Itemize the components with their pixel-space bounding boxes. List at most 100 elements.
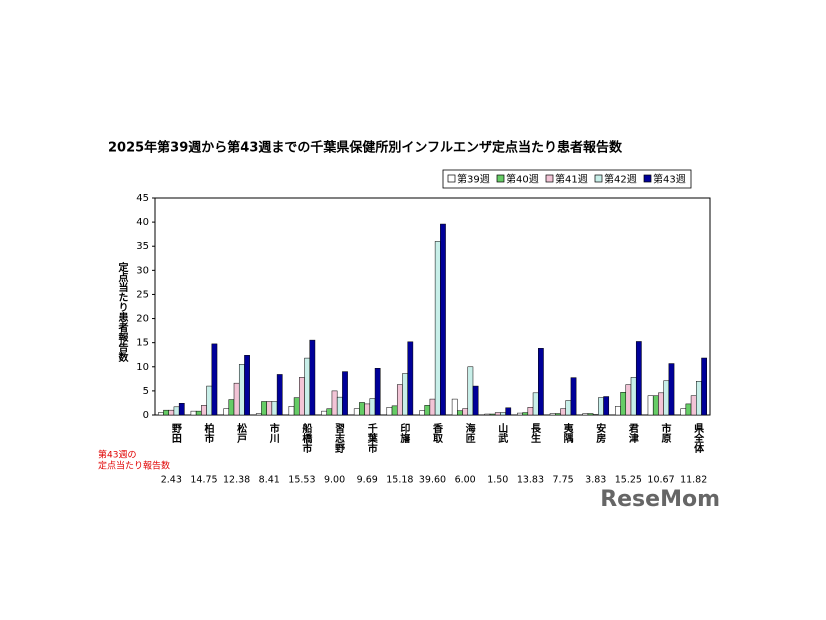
- bar: [228, 399, 235, 416]
- bar: [538, 348, 544, 416]
- bar: [582, 413, 589, 416]
- y-tick-label: 0: [143, 410, 149, 421]
- bar: [630, 377, 637, 416]
- bar: [266, 401, 273, 416]
- x-tick-label: 千葉市: [365, 422, 378, 454]
- x-tick-label: 県全体: [692, 422, 705, 454]
- x-tick-label: 夷隅: [561, 422, 573, 444]
- bar: [261, 401, 267, 416]
- value-label: 11.82: [680, 475, 707, 486]
- bar: [685, 403, 692, 416]
- bar: [271, 401, 278, 416]
- bar: [419, 410, 425, 416]
- bar: [293, 397, 300, 416]
- legend-label: 第43週: [653, 173, 686, 186]
- bar: [158, 412, 164, 416]
- value-label: 1.50: [487, 475, 508, 486]
- bar: [407, 341, 414, 416]
- y-tick-label: 45: [136, 193, 149, 204]
- bar: [429, 398, 436, 416]
- x-tick-label: 柏市: [202, 422, 214, 444]
- legend-label: 第41週: [555, 173, 588, 186]
- y-tick-label: 15: [136, 338, 149, 349]
- bar: [402, 373, 408, 416]
- legend-label: 第40週: [506, 173, 539, 186]
- bar: [598, 397, 604, 416]
- bar: [587, 413, 594, 416]
- legend-swatch: [447, 174, 456, 183]
- bar: [309, 339, 316, 416]
- x-tick-label: 安房: [594, 422, 606, 444]
- x-tick-label: 市原: [659, 422, 671, 444]
- bar: [615, 406, 621, 416]
- bar: [472, 385, 479, 416]
- x-tick-label: 山武: [496, 422, 508, 444]
- bar: [522, 412, 529, 416]
- bar: [201, 405, 207, 416]
- bar: [168, 409, 175, 416]
- y-tick-label: 25: [136, 289, 149, 300]
- bar: [625, 384, 632, 416]
- legend-swatch: [496, 174, 505, 183]
- value-label: 15.53: [288, 475, 315, 486]
- bar: [696, 380, 702, 416]
- x-tick-label: 印旛: [398, 423, 410, 444]
- value-label: 2.43: [161, 475, 182, 486]
- legend-label: 第39週: [457, 173, 490, 186]
- y-tick-label: 35: [136, 241, 149, 252]
- bar: [195, 410, 202, 416]
- legend-box: [442, 169, 692, 189]
- bar: [570, 377, 577, 416]
- x-tick-label: 松戸: [235, 422, 247, 444]
- bar: [565, 400, 572, 416]
- value-label: 3.83: [585, 475, 606, 486]
- bar: [484, 413, 491, 416]
- chart-title: 2025年第39週から第43週までの千葉県保健所別インフルエンザ定点当たり患者報…: [108, 140, 623, 156]
- y-tick-label: 10: [136, 362, 149, 373]
- bar: [603, 396, 610, 416]
- bar: [223, 408, 230, 416]
- bar: [560, 408, 566, 416]
- bar: [549, 413, 556, 416]
- bar: [288, 406, 295, 416]
- bar: [391, 405, 398, 416]
- bar: [690, 395, 697, 416]
- bar: [331, 390, 338, 416]
- value-label: 12.38: [223, 475, 250, 486]
- bar: [555, 413, 561, 416]
- y-tick-label: 40: [136, 217, 149, 228]
- y-tick-label: 30: [136, 265, 149, 276]
- x-tick-label: 市川: [267, 422, 280, 444]
- value-label: 7.75: [553, 475, 574, 486]
- table-label: 第43週の: [98, 449, 136, 461]
- bar: [304, 357, 310, 416]
- table-label: 定点当たり報告数: [98, 460, 170, 472]
- bar: [505, 407, 512, 416]
- legend-swatch: [643, 174, 652, 183]
- x-tick-label: 船橋市: [300, 422, 312, 454]
- y-axis-label: 定点当たり患者報告数: [116, 261, 129, 363]
- value-label: 15.25: [615, 475, 642, 486]
- bar: [233, 382, 240, 416]
- bar: [163, 409, 169, 416]
- bar: [173, 406, 180, 416]
- bar: [494, 412, 501, 416]
- bar: [190, 410, 197, 416]
- bar: [489, 413, 496, 416]
- bar: [238, 364, 245, 416]
- bar: [396, 384, 403, 416]
- value-label: 9.00: [324, 475, 345, 486]
- y-tick-label: 5: [143, 386, 149, 397]
- bar: [369, 398, 376, 416]
- value-label: 14.75: [190, 475, 217, 486]
- bar: [206, 385, 213, 416]
- bar: [668, 363, 675, 416]
- bar: [652, 395, 659, 416]
- bar: [635, 341, 642, 416]
- bar: [255, 413, 262, 416]
- x-tick-label: 海匝: [463, 422, 475, 443]
- legend-swatch: [594, 174, 603, 183]
- value-label: 6.00: [455, 475, 476, 486]
- bar: [620, 392, 627, 416]
